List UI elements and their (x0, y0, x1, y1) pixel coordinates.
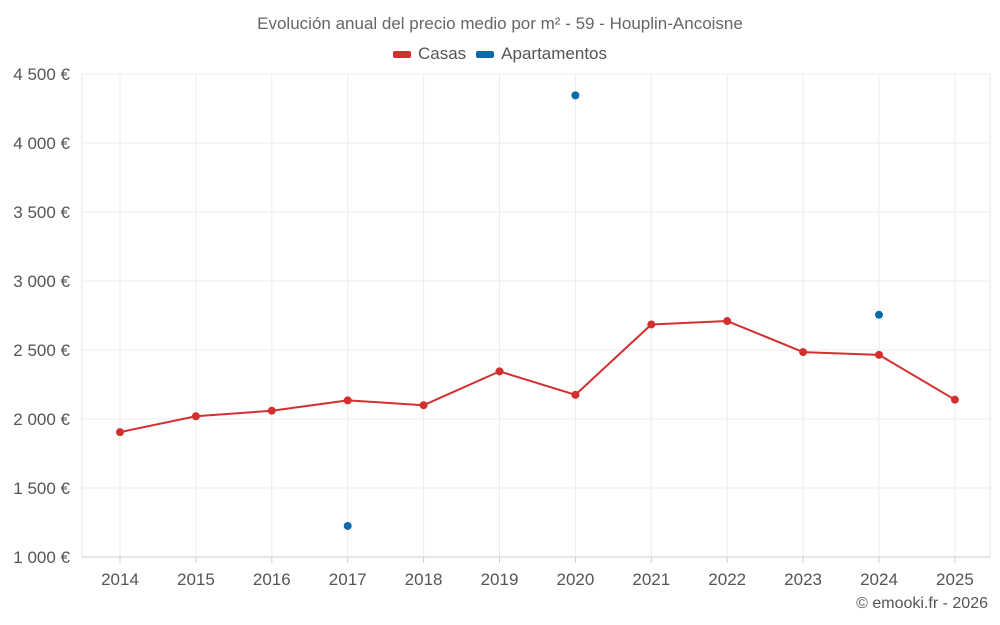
footer-credit: © emooki.fr - 2026 (856, 595, 988, 612)
x-tick-label: 2023 (784, 570, 822, 589)
data-point-casas (799, 348, 808, 357)
legend-label-casas: Casas (417, 44, 467, 63)
data-point-apartamentos (571, 91, 580, 100)
y-tick-label: 2 500 € (13, 341, 70, 360)
legend-swatch-apartamentos (476, 50, 495, 58)
data-point-casas (723, 317, 732, 326)
legend-item-apartamentos[interactable]: Apartamentos (476, 44, 607, 64)
legend: Casas Apartamentos (0, 44, 1000, 64)
x-tick-label: 2021 (632, 570, 670, 589)
y-tick-label: 4 000 € (13, 134, 70, 153)
x-tick-label: 2014 (101, 570, 139, 589)
data-point-casas (191, 412, 200, 421)
y-tick-label: 4 500 € (13, 65, 70, 84)
x-tick-label: 2015 (177, 570, 215, 589)
data-point-casas (647, 320, 656, 329)
data-point-casas (267, 406, 276, 415)
data-point-casas (875, 350, 883, 359)
chart-title: Evolución anual del precio medio por m² … (257, 14, 743, 33)
data-point-casas (419, 401, 428, 410)
x-tick-label: 2019 (481, 570, 519, 589)
data-point-casas (571, 390, 580, 399)
y-tick-label: 1 500 € (13, 479, 70, 498)
data-point-casas (950, 395, 959, 404)
data-point-casas (495, 367, 504, 376)
x-tick-label: 2018 (405, 570, 443, 589)
y-tick-label: 1 000 € (13, 548, 70, 567)
legend-item-casas[interactable]: Casas (392, 44, 467, 64)
x-tick-label: 2025 (936, 570, 974, 589)
series-line-casas (119, 320, 956, 434)
legend-swatch-casas (392, 50, 411, 58)
x-tick-label: 2022 (708, 570, 746, 589)
x-tick-label: 2016 (253, 570, 291, 589)
data-point-casas (343, 396, 352, 405)
x-tick-label: 2024 (860, 570, 898, 589)
x-tick-label: 2020 (556, 570, 594, 589)
data-point-casas (116, 428, 124, 437)
y-tick-label: 3 500 € (13, 203, 70, 222)
x-tick-label: 2017 (329, 570, 367, 589)
data-point-apartamentos (343, 521, 352, 530)
data-point-apartamentos (875, 310, 883, 319)
y-tick-label: 3 000 € (13, 272, 70, 291)
y-tick-label: 2 000 € (13, 410, 70, 429)
legend-label-apartamentos: Apartamentos (501, 44, 608, 63)
